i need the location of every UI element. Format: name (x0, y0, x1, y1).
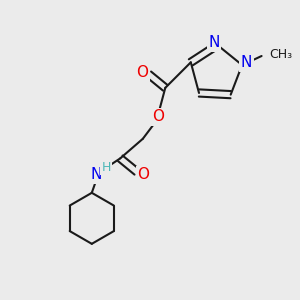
Text: O: O (152, 110, 164, 124)
Text: N: N (241, 55, 252, 70)
Text: N: N (208, 35, 220, 50)
Text: N: N (91, 167, 102, 182)
Text: CH₃: CH₃ (269, 48, 292, 61)
Text: H: H (101, 161, 111, 174)
Text: O: O (136, 65, 148, 80)
Text: O: O (137, 167, 149, 182)
